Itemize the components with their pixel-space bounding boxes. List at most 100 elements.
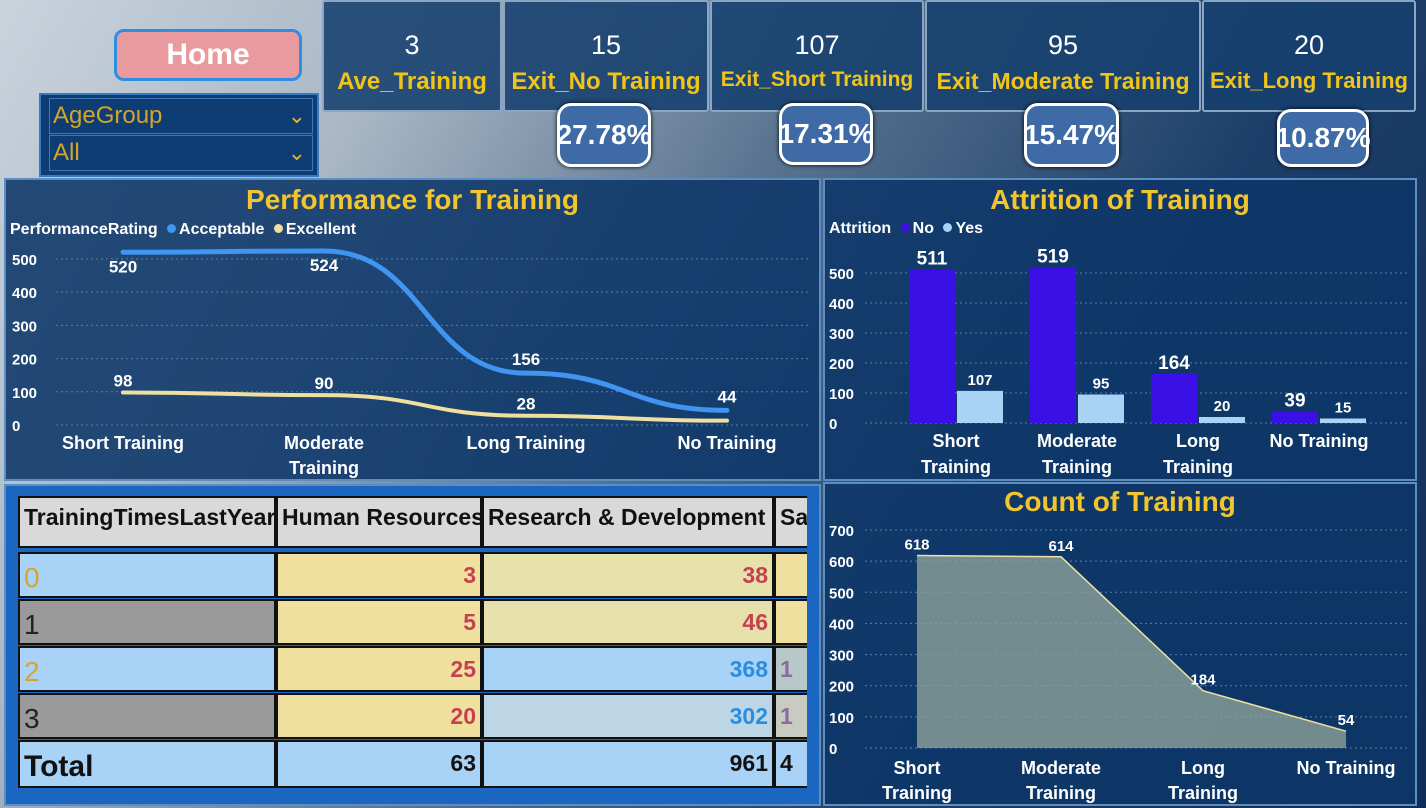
legend-marker: [273, 224, 283, 233]
column-header[interactable]: Sales: [774, 496, 807, 548]
bar-no: [1030, 267, 1076, 423]
y-tick-label: 200: [829, 356, 854, 373]
column-header[interactable]: TrainingTimesLastYear: [18, 496, 276, 548]
chart-title: Performance for Training: [246, 184, 579, 215]
chevron-down-icon: ⌄: [287, 103, 306, 128]
data-label: 28: [517, 395, 536, 414]
y-tick-label: 0: [829, 741, 837, 758]
y-tick-label: 100: [12, 385, 37, 402]
x-tick-label: Long Training: [467, 433, 586, 453]
data-label: 511: [917, 249, 948, 270]
count-area-chart: 0 100 200 300 400 500 600 700 618 614 184 54 Short Tr…: [829, 523, 1410, 803]
kpi-card-exit-no-training: 15 Exit_No Training: [503, 0, 709, 112]
kpi-label: Exit_No Training: [511, 68, 701, 95]
y-tick-label: 400: [829, 296, 854, 313]
x-tick-label: Short: [933, 431, 980, 451]
legend-item: No: [912, 220, 934, 237]
slicer-field: AgeGroup ⌄: [49, 98, 313, 134]
chart-legend: Attrition No Yes: [829, 220, 983, 238]
percent-badge: 27.78%: [557, 103, 651, 167]
data-label: 15: [1335, 400, 1352, 417]
column-header[interactable]: Human Resources: [276, 496, 482, 548]
series-line-excellent: [121, 390, 729, 423]
x-tick-label: Long: [1181, 758, 1225, 778]
kpi-value: 3: [404, 30, 420, 60]
y-tick-label: 300: [829, 648, 854, 665]
slicer-value: All: [53, 139, 80, 166]
data-label: 184: [1190, 672, 1216, 689]
kpi-card-exit-long-training: 20 Exit_Long Training: [1202, 0, 1416, 112]
table-cell: 25: [276, 646, 482, 692]
row-label: 0: [18, 552, 276, 598]
legend-marker: [943, 223, 953, 232]
y-tick-label: 100: [829, 710, 854, 727]
y-tick-label: 300: [12, 318, 37, 335]
data-label: 90: [315, 374, 334, 393]
legend-item: Excellent: [285, 221, 357, 238]
data-label: 519: [1037, 246, 1069, 267]
x-tick-label: Training: [882, 783, 952, 803]
chevron-down-icon: ⌄: [287, 140, 306, 165]
y-tick-label: 0: [12, 418, 20, 435]
bar-yes: [1199, 417, 1245, 423]
performance-line-chart: 0 100 200 300 400 500 Short Training Moderate Tr…: [12, 248, 811, 478]
table-cell: 3: [276, 552, 482, 598]
x-tick-label: Training: [1163, 457, 1233, 477]
y-tick-label: 200: [12, 352, 37, 369]
y-tick-label: 400: [12, 285, 37, 302]
y-tick-label: 200: [829, 679, 854, 696]
slicer-dropdown[interactable]: All ⌄: [49, 135, 313, 171]
bar-no: [1272, 411, 1318, 423]
x-tick-label: Training: [1026, 783, 1096, 803]
x-tick-label: Short Training: [62, 433, 184, 453]
data-label: 164: [1158, 353, 1190, 374]
table-cell: 5: [276, 599, 482, 645]
row-label: 3: [18, 693, 276, 739]
home-button[interactable]: Home: [114, 29, 302, 81]
kpi-value: 20: [1293, 30, 1325, 60]
total-row-label: Total: [18, 740, 276, 788]
attrition-bar-chart: 0 100 200 300 400 500 511 519 164 39 107 95 20 15 Shor…: [829, 246, 1410, 477]
agegroup-slicer[interactable]: AgeGroup ⌄ All ⌄: [39, 93, 319, 177]
column-header[interactable]: Research & Development: [482, 496, 774, 548]
y-tick-label: 300: [829, 326, 854, 343]
x-tick-label: Training: [1042, 457, 1112, 477]
x-tick-label: No Training: [1297, 758, 1396, 778]
series-line-acceptable: [120, 248, 730, 413]
data-label: 520: [109, 257, 137, 276]
kpi-label: Exit_Moderate Training: [936, 68, 1190, 94]
legend-item: Acceptable: [179, 221, 265, 238]
y-tick-label: 100: [829, 386, 854, 403]
total-cell: 63: [276, 740, 482, 788]
table-cell: 1: [774, 693, 807, 739]
x-tick-label: Training: [289, 458, 359, 478]
y-tick-label: 600: [829, 554, 854, 571]
y-tick-label: 700: [829, 523, 854, 540]
table-cell: 368: [482, 646, 774, 692]
data-label: 618: [904, 537, 929, 554]
data-label: 98: [114, 371, 133, 390]
total-cell: 961: [482, 740, 774, 788]
x-tick-label: Short: [894, 758, 941, 778]
data-label: 39: [1284, 390, 1305, 411]
attrition-chart-panel: Attrition of Training Attrition No Yes 0…: [823, 178, 1417, 481]
kpi-label: Exit_Long Training: [1209, 68, 1408, 93]
data-label: 20: [1214, 398, 1231, 415]
table-cell: 46: [482, 599, 774, 645]
training-department-table[interactable]: TrainingTimesLastYear Human Resources Re…: [18, 496, 807, 788]
y-tick-label: 500: [829, 266, 854, 283]
kpi-label: Ave_Training: [337, 68, 487, 95]
y-tick-label: 400: [829, 616, 854, 633]
y-tick-label: 500: [829, 585, 854, 602]
data-label: 156: [512, 350, 540, 369]
bar-yes: [957, 390, 1003, 423]
bar-yes: [1078, 394, 1124, 423]
x-tick-label: No Training: [1270, 431, 1369, 451]
legend-item: Yes: [955, 220, 984, 237]
data-label: 95: [1093, 376, 1110, 393]
area-line: [916, 554, 1347, 732]
area-fill: [917, 555, 1346, 748]
x-tick-label: Training: [1168, 783, 1238, 803]
table-cell: [774, 599, 807, 645]
table-cell: [774, 552, 807, 598]
